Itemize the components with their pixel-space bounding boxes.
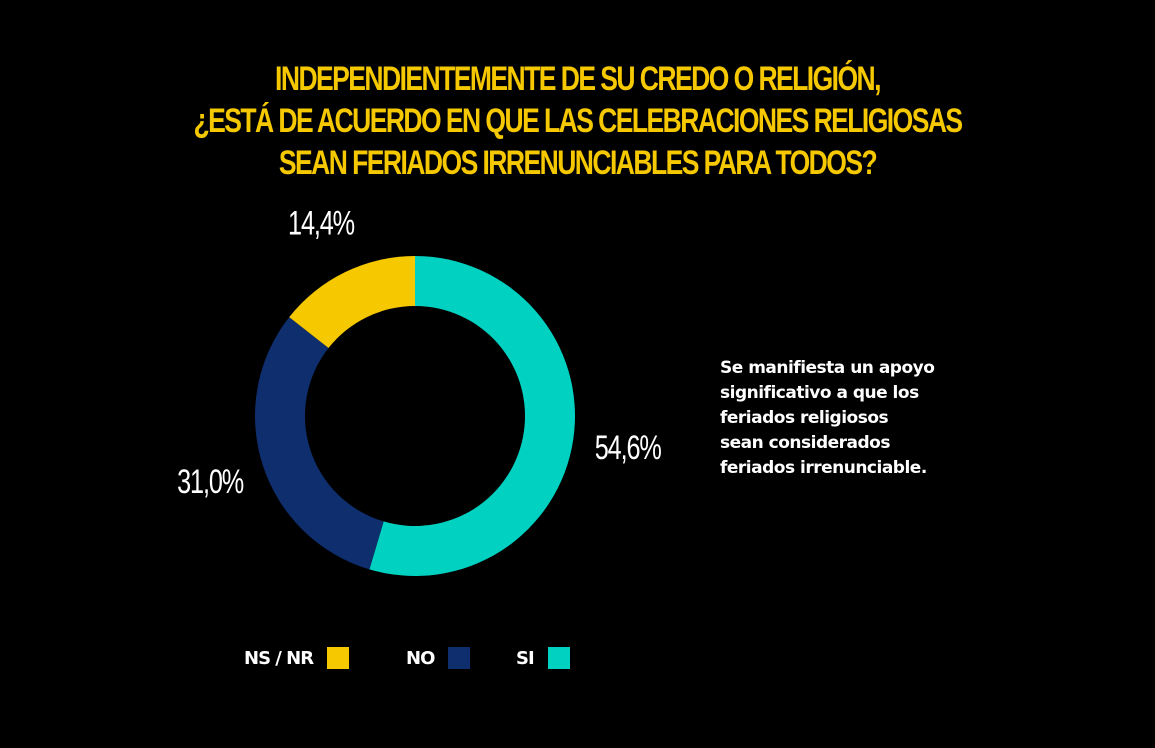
data-label-no: 31,0% <box>177 463 244 501</box>
note-line-1: Se manifiesta un apoyo <box>720 358 935 378</box>
legend-swatch-ns-nr <box>327 647 350 669</box>
slice-no <box>254 317 384 570</box>
title-line-2: ¿ESTÁ DE ACUERDO EN QUE LAS CELEBRACIONE… <box>193 102 963 140</box>
legend-item-ns-nr: NS / NR <box>244 644 350 672</box>
legend-item-no: NO <box>406 644 471 672</box>
legend-swatch-no <box>448 647 471 669</box>
legend-swatch-si <box>547 647 570 669</box>
title-line-3: SEAN FERIADOS IRRENUNCIABLES PARA TODOS? <box>278 144 878 182</box>
chart-legend: NS / NR NO SI <box>0 644 1155 672</box>
note-line-3: feriados religiosos <box>720 408 889 428</box>
slice-si <box>369 256 576 576</box>
slice-ns-nr <box>289 256 415 349</box>
legend-item-si: SI <box>516 644 570 672</box>
note-line-4: sean considerados <box>720 433 890 453</box>
chart-title: INDEPENDIENTEMENTE DE SU CREDO O RELIGIÓ… <box>0 58 1155 184</box>
note-line-2: significativo a que los <box>720 383 919 403</box>
data-label-si: 54,6% <box>595 429 662 467</box>
title-line-1: INDEPENDIENTEMENTE DE SU CREDO O RELIGIÓ… <box>275 60 881 98</box>
note-line-5: feriados irrenunciable. <box>720 458 927 478</box>
legend-label-no: NO <box>406 647 435 669</box>
legend-label-si: SI <box>516 647 535 669</box>
legend-label-ns-nr: NS / NR <box>244 647 314 669</box>
chart-note: Se manifiesta un apoyo significativo a q… <box>720 356 990 481</box>
data-label-ns-nr: 14,4% <box>288 205 355 243</box>
